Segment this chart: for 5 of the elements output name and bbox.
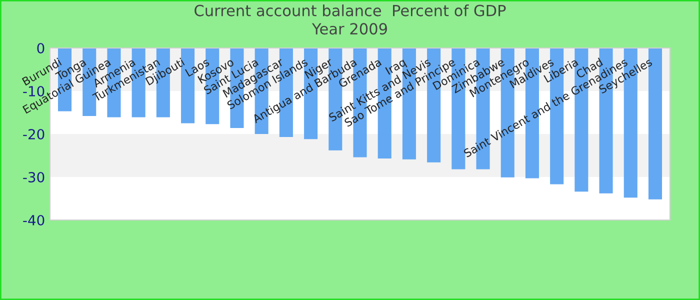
y-tick-label: -30 [23,172,44,182]
y-tick-label: -40 [23,214,44,226]
y-tick-label: 0 [37,42,44,54]
chart-title: Current account balance Percent of GDP Year 2009 [194,4,506,35]
y-tick-label: -20 [23,128,44,140]
